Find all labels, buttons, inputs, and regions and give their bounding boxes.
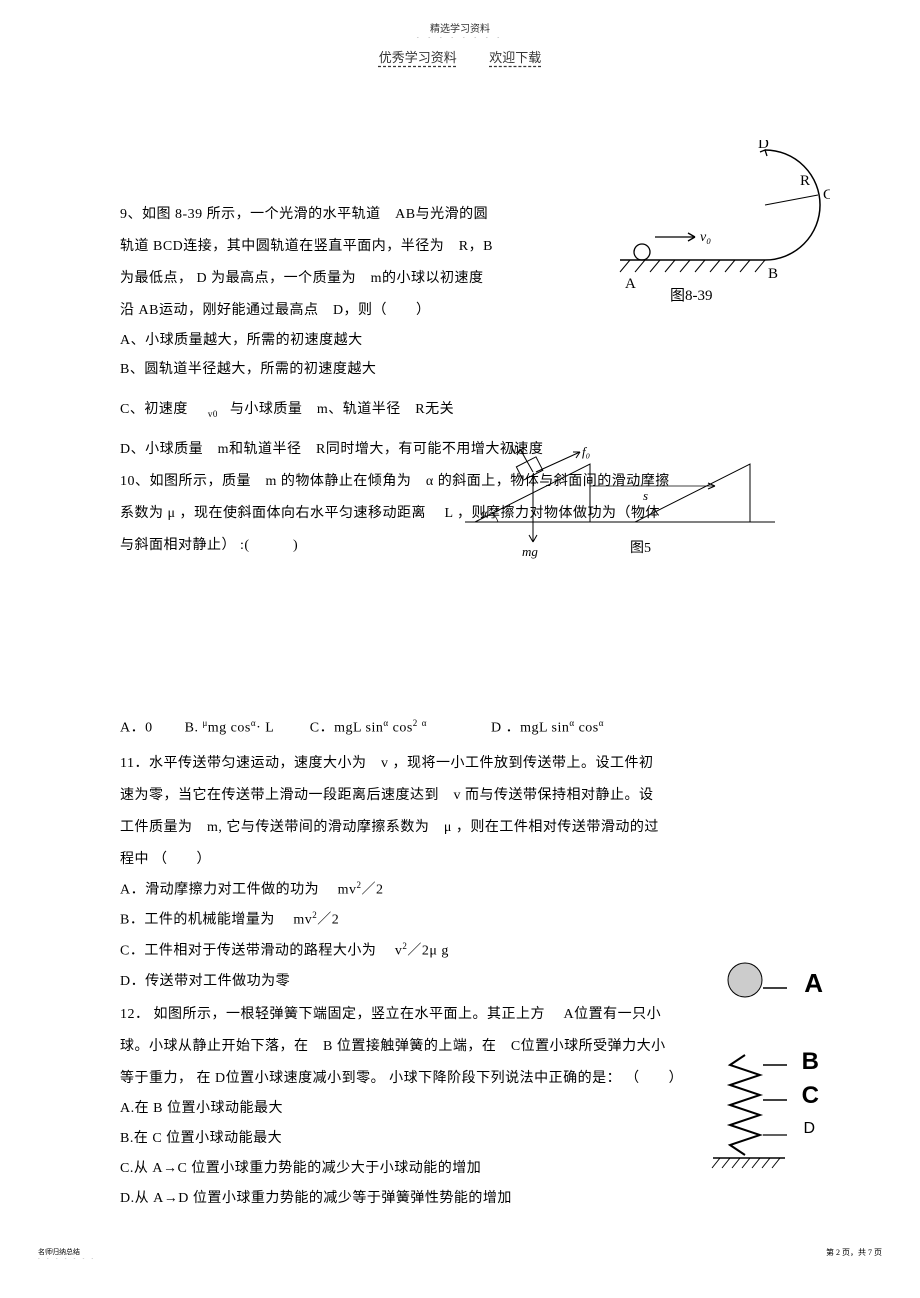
fig2-a: α (481, 506, 488, 520)
fig2-mg: mg (522, 544, 538, 559)
figure-spring: A B C D (695, 960, 815, 1195)
fig2-f0: f₀ (582, 444, 590, 459)
q10-options: A．0 B. μmg cosα· L C．mgL sinα cos2 α D ．… (120, 715, 800, 742)
footer-left: 名师归纳总结 - - - - - - - (38, 1247, 96, 1262)
footer-right: 第 2 页，共 7 页 (826, 1247, 882, 1258)
q11-line2: 速为零，当它在传送带上滑动一段距离后速度达到 v 而与传送带保持相对静止。设 (120, 783, 800, 809)
fig3-C: C (802, 1082, 819, 1110)
subheader-right: 欢迎下载 (489, 50, 541, 65)
figure-5: N f₀ mg s α 图5 (460, 444, 780, 569)
fig1-R: R (800, 173, 810, 189)
fig1-C: C (823, 187, 830, 203)
fig2-N: N (507, 444, 518, 457)
q9-optA: A、小球质量越大，所需的初速度越大 (120, 328, 800, 354)
fig3-D: D (803, 1120, 815, 1138)
subheader-left: 优秀学习资料 (379, 50, 457, 65)
fig1-A: A (625, 276, 636, 292)
q11-line1: 11．水平传送带匀速运动，速度大小为 v ，现将一小工件放到传送带上。设工件初 (120, 751, 800, 777)
fig3-A: A (804, 968, 823, 999)
q11-line3: 工件质量为 m, 它与传送带间的滑动摩擦系数为 μ ，则在工件相对传送带滑动的过 (120, 815, 800, 841)
q9-optC: C、初速度v0与小球质量 m、轨道半径 R无关 (120, 397, 800, 423)
fig1-B: B (768, 266, 778, 282)
sub-header: 优秀学习资料 欢迎下载 (0, 47, 920, 66)
fig2-s: s (643, 488, 648, 503)
fig3-B: B (802, 1048, 819, 1076)
fig1-v0: v₀ (700, 230, 711, 245)
fig1-D: D (758, 140, 769, 152)
header-line1: 精选学习资料 (0, 20, 920, 35)
figure-8-39: v₀ A B C D R 图8-39 (600, 140, 830, 315)
header-dots: - - - - - - - - (0, 35, 920, 41)
fig2-cap: 图5 (630, 541, 651, 556)
fig1-cap: 图8-39 (670, 287, 713, 304)
q9-optB: B、圆轨道半径越大，所需的初速度越大 (120, 357, 800, 383)
q11-line4: 程中 （ ） (120, 847, 800, 873)
top-header: 精选学习资料 - - - - - - - - (0, 0, 920, 41)
